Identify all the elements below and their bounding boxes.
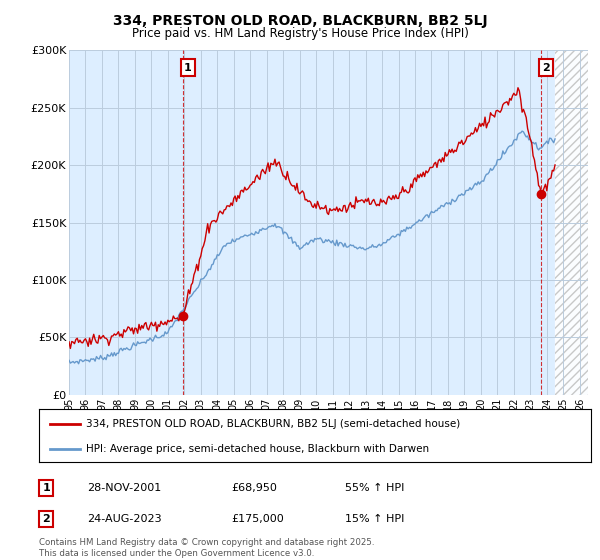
Text: 334, PRESTON OLD ROAD, BLACKBURN, BB2 5LJ: 334, PRESTON OLD ROAD, BLACKBURN, BB2 5L… bbox=[113, 14, 487, 28]
Text: 55% ↑ HPI: 55% ↑ HPI bbox=[345, 483, 404, 493]
Text: 334, PRESTON OLD ROAD, BLACKBURN, BB2 5LJ (semi-detached house): 334, PRESTON OLD ROAD, BLACKBURN, BB2 5L… bbox=[86, 419, 460, 429]
Text: 28-NOV-2001: 28-NOV-2001 bbox=[87, 483, 161, 493]
Text: Contains HM Land Registry data © Crown copyright and database right 2025.
This d: Contains HM Land Registry data © Crown c… bbox=[39, 538, 374, 558]
Text: HPI: Average price, semi-detached house, Blackburn with Darwen: HPI: Average price, semi-detached house,… bbox=[86, 444, 429, 454]
Text: 2: 2 bbox=[43, 514, 50, 524]
Text: £68,950: £68,950 bbox=[231, 483, 277, 493]
Text: Price paid vs. HM Land Registry's House Price Index (HPI): Price paid vs. HM Land Registry's House … bbox=[131, 27, 469, 40]
Text: 2: 2 bbox=[542, 63, 550, 73]
Text: 1: 1 bbox=[43, 483, 50, 493]
Text: 24-AUG-2023: 24-AUG-2023 bbox=[87, 514, 161, 524]
Text: 1: 1 bbox=[184, 63, 191, 73]
Text: 15% ↑ HPI: 15% ↑ HPI bbox=[345, 514, 404, 524]
Bar bbox=[555, 50, 588, 395]
Text: £175,000: £175,000 bbox=[231, 514, 284, 524]
